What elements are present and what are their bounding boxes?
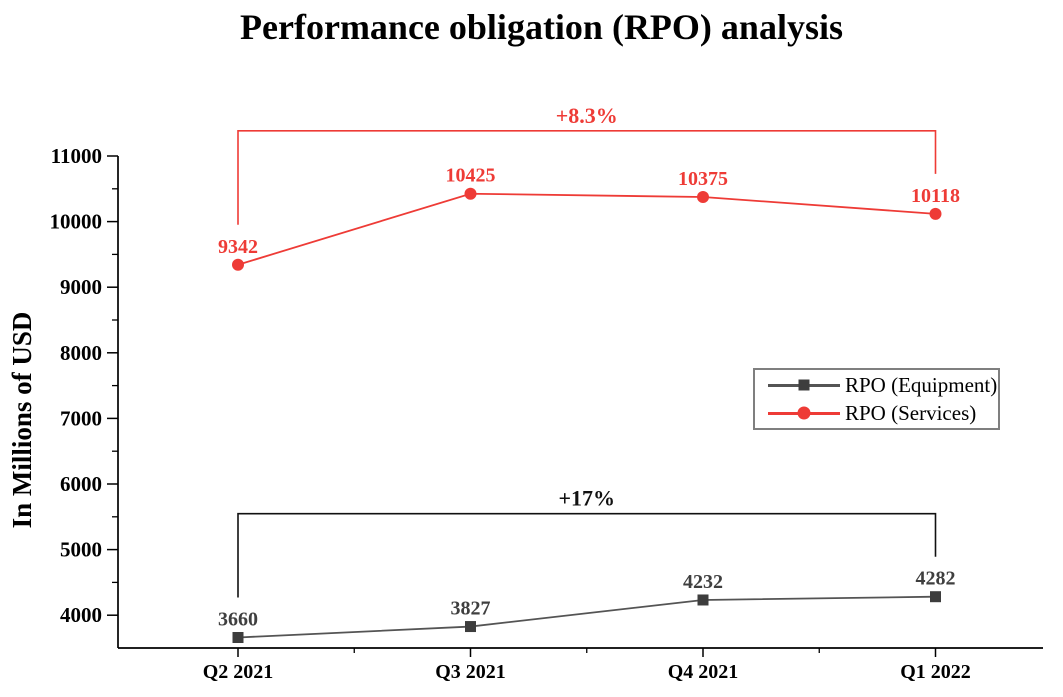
annotation-label: +8.3% — [556, 103, 618, 128]
equipment-line-marker-swatch — [768, 378, 840, 393]
legend-item-services: RPO (Services) — [768, 399, 998, 427]
equipment-series-line — [237, 595, 936, 639]
y-tick-label: 7000 — [60, 406, 102, 430]
data-label: 10118 — [911, 185, 960, 207]
change-bracket — [237, 130, 937, 225]
services-data-point — [464, 187, 477, 200]
equipment-data-point — [232, 632, 244, 644]
chart-title: Performance obligation (RPO) analysis — [240, 7, 843, 47]
y-tick-label: 10000 — [50, 210, 103, 234]
data-label: 9342 — [218, 236, 258, 258]
y-tick-label: 6000 — [60, 472, 102, 496]
legend-label-services: RPO (Services) — [845, 400, 977, 425]
x-tick-label: Q4 2021 — [668, 661, 739, 683]
y-axis-title: In Millions of USD — [7, 312, 37, 529]
services-series-line — [237, 192, 936, 266]
legend-label-equipment: RPO (Equipment) — [845, 372, 998, 397]
data-label: 10425 — [446, 165, 496, 187]
y-tick-label: 11000 — [51, 144, 102, 168]
change-bracket — [237, 512, 937, 598]
equipment-square-marker-icon — [798, 379, 810, 391]
services-circle-marker-icon — [797, 406, 811, 420]
data-label: 3827 — [451, 598, 491, 620]
y-tick-label: 8000 — [60, 341, 102, 365]
services-line-marker-swatch — [768, 406, 840, 421]
data-label: 4282 — [916, 568, 956, 590]
services-data-point — [232, 258, 244, 271]
equipment-data-point — [697, 594, 709, 606]
equipment-data-point — [930, 591, 941, 603]
x-tick-label: Q2 2021 — [203, 661, 274, 683]
equipment-data-point — [465, 621, 476, 633]
legend: RPO (Equipment) RPO (Services) — [753, 368, 1000, 430]
services-data-point — [697, 191, 709, 203]
data-label: 10375 — [678, 168, 728, 190]
y-tick-label: 4000 — [60, 603, 102, 627]
x-tick-label: Q1 2022 — [900, 661, 971, 683]
data-label: 4232 — [683, 571, 723, 593]
data-label: 3660 — [218, 609, 258, 631]
legend-item-equipment: RPO (Equipment) — [768, 371, 998, 399]
x-tick-label: Q3 2021 — [435, 661, 506, 683]
annotation-label: +17% — [558, 486, 615, 511]
y-tick-label: 5000 — [60, 538, 102, 562]
y-tick-label: 9000 — [60, 275, 102, 299]
services-data-point — [929, 207, 942, 220]
